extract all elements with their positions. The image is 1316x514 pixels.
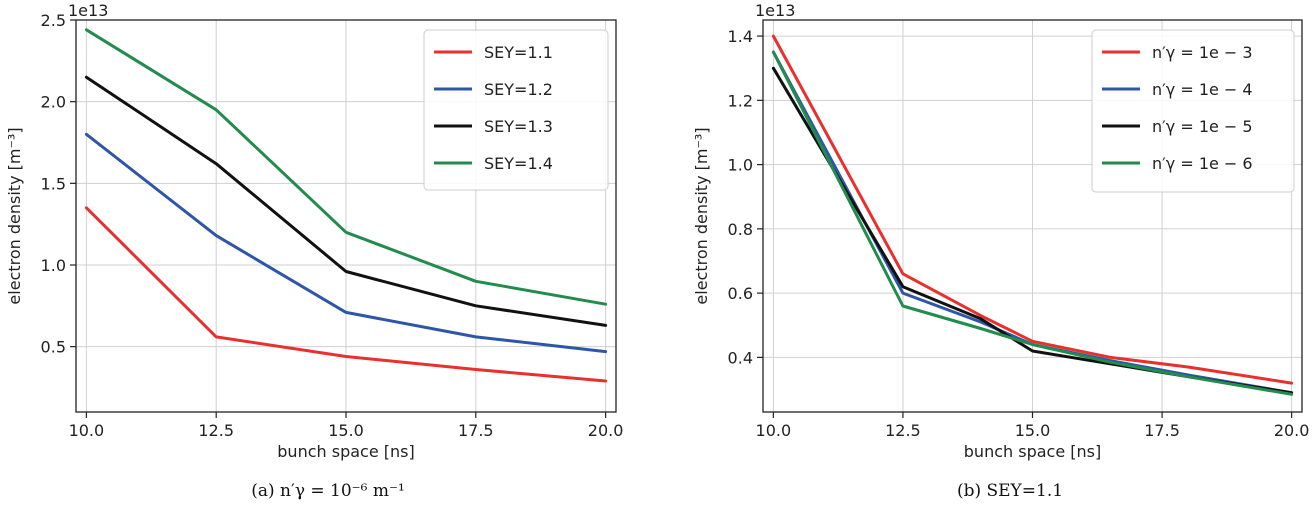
x-tick-label: 17.5 — [458, 421, 494, 440]
y-scale-label: 1e13 — [68, 1, 108, 20]
legend-entry-3: n′γ = 1e − 5 — [1152, 117, 1253, 136]
series-line-4 — [771, 50, 1294, 396]
y-tick-label: 1.0 — [41, 256, 66, 275]
legend-entry-4: SEY=1.4 — [484, 154, 553, 173]
legend-entry-1: n′γ = 1e − 3 — [1152, 43, 1253, 62]
legend-entry-2: n′γ = 1e − 4 — [1152, 80, 1253, 99]
x-axis-label: bunch space [ns] — [277, 442, 414, 461]
x-tick-label: 17.5 — [1144, 421, 1180, 440]
x-tick-label: 12.5 — [198, 421, 234, 440]
y-axis-label: electron density [m⁻³] — [692, 127, 711, 304]
x-tick-label: 15.0 — [328, 421, 364, 440]
x-tick-label: 20.0 — [1274, 421, 1310, 440]
legend-box — [423, 29, 609, 191]
y-tick-label: 1.4 — [728, 27, 753, 46]
axes-frame — [75, 19, 617, 413]
y-scale-label: 1e13 — [755, 1, 795, 20]
x-tick-label: 12.5 — [885, 421, 921, 440]
series-line-2 — [84, 132, 608, 354]
y-tick-label: 0.5 — [41, 338, 66, 357]
y-tick-label: 1.2 — [728, 91, 753, 110]
x-tick-label: 10.0 — [69, 421, 105, 440]
series-line-3 — [84, 75, 608, 327]
y-tick-label: 0.8 — [728, 220, 753, 239]
series-line-1 — [84, 206, 608, 383]
y-axis-label: electron density [m⁻³] — [5, 127, 24, 304]
axes-frame — [762, 19, 1303, 413]
figure-caption: (a) n′γ = 10⁻⁶ m⁻¹ — [251, 481, 405, 501]
y-tick-label: 0.6 — [728, 284, 753, 303]
x-axis-label: bunch space [ns] — [964, 442, 1101, 461]
legend-entry-1: SEY=1.1 — [484, 43, 553, 62]
series-line-4 — [84, 28, 608, 306]
x-tick-label: 10.0 — [756, 421, 792, 440]
y-tick-label: 2.5 — [41, 11, 66, 30]
series-line-1 — [771, 34, 1294, 385]
legend-entry-3: SEY=1.3 — [484, 117, 553, 136]
legend-box — [1091, 29, 1295, 193]
x-tick-label: 15.0 — [1015, 421, 1051, 440]
y-tick-label: 0.4 — [728, 348, 753, 367]
figure-caption: (b) SEY=1.1 — [957, 481, 1063, 501]
chart-b: 10.0 12.5 15.0 17.5 20.0 0.4 0.6 0.8 1.0 1.2 1.41e… — [692, 1, 1309, 501]
y-tick-label: 2.0 — [41, 93, 66, 112]
x-tick-label: 20.0 — [588, 421, 624, 440]
y-tick-label: 1.0 — [728, 156, 753, 175]
legend-entry-2: SEY=1.2 — [484, 80, 553, 99]
legend-entry-4: n′γ = 1e − 6 — [1152, 154, 1253, 173]
y-tick-label: 1.5 — [41, 174, 66, 193]
